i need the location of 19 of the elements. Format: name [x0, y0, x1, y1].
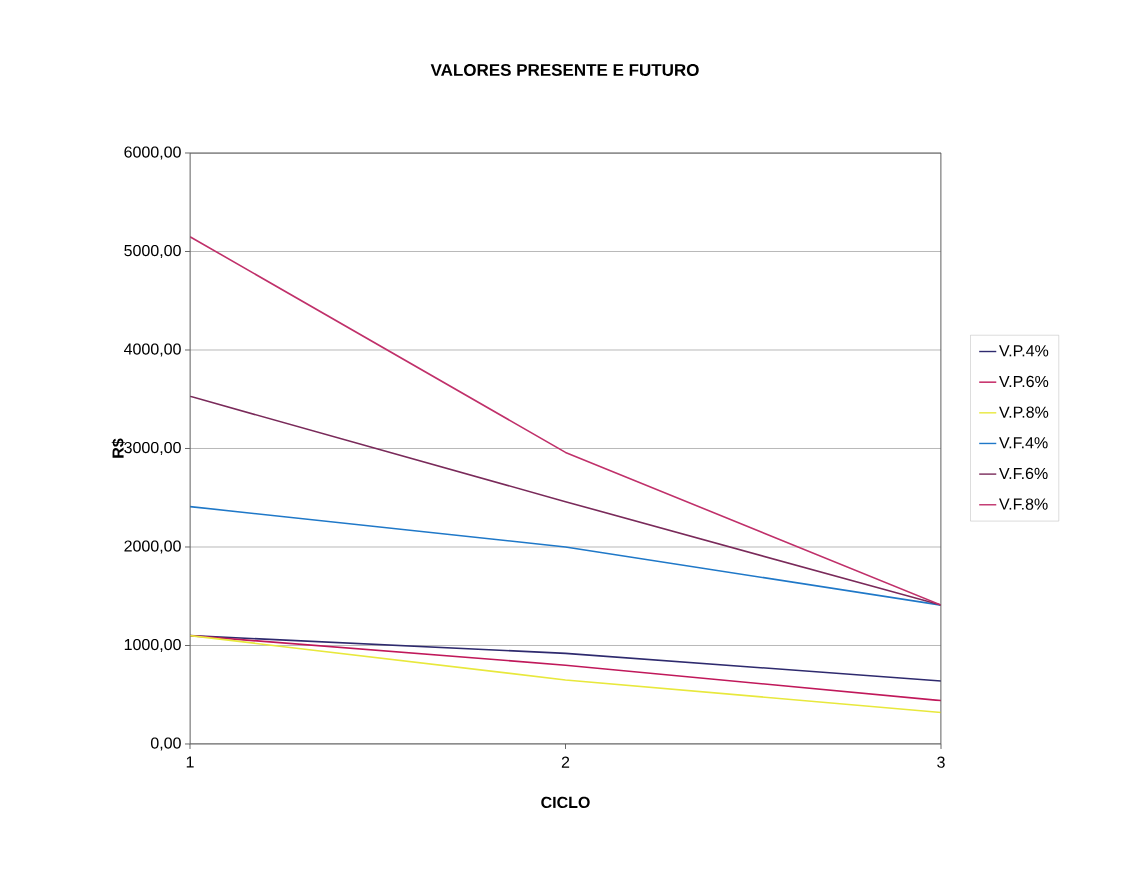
y-tick-label: 6000,00 — [124, 146, 181, 160]
y-axis-title: R$ — [111, 438, 125, 458]
legend-label: V.F.8% — [999, 498, 1048, 510]
y-tick-label: 5000,00 — [124, 244, 181, 259]
legend-label: V.P.4% — [999, 345, 1049, 357]
x-tick-label: 3 — [937, 756, 945, 768]
chart-title: VALORES PRESENTE E FUTURO — [430, 63, 699, 77]
x-tick-label: 2 — [561, 756, 570, 768]
legend-label: V.P.8% — [999, 406, 1049, 418]
legend-label: V.F.6% — [999, 467, 1048, 480]
x-tick-label: 1 — [186, 756, 194, 768]
y-tick-label: 4000,00 — [124, 343, 181, 357]
y-tick-label: 1000,00 — [124, 638, 181, 653]
y-tick-label: 3000,00 — [124, 441, 181, 456]
y-tick-label: 2000,00 — [124, 540, 181, 554]
legend-label: V.P.6% — [999, 375, 1049, 388]
legend-label: V.F.4% — [999, 437, 1048, 449]
y-tick-label: 0,00 — [150, 737, 181, 751]
x-axis-title: CICLO — [541, 796, 590, 809]
